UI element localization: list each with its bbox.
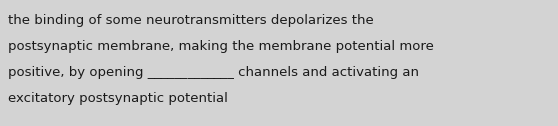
Text: excitatory postsynaptic potential: excitatory postsynaptic potential xyxy=(8,92,228,105)
Text: postsynaptic membrane, making the membrane potential more: postsynaptic membrane, making the membra… xyxy=(8,40,434,53)
Text: the binding of some neurotransmitters depolarizes the: the binding of some neurotransmitters de… xyxy=(8,14,374,27)
Text: positive, by opening _____________ channels and activating an: positive, by opening _____________ chann… xyxy=(8,66,419,79)
